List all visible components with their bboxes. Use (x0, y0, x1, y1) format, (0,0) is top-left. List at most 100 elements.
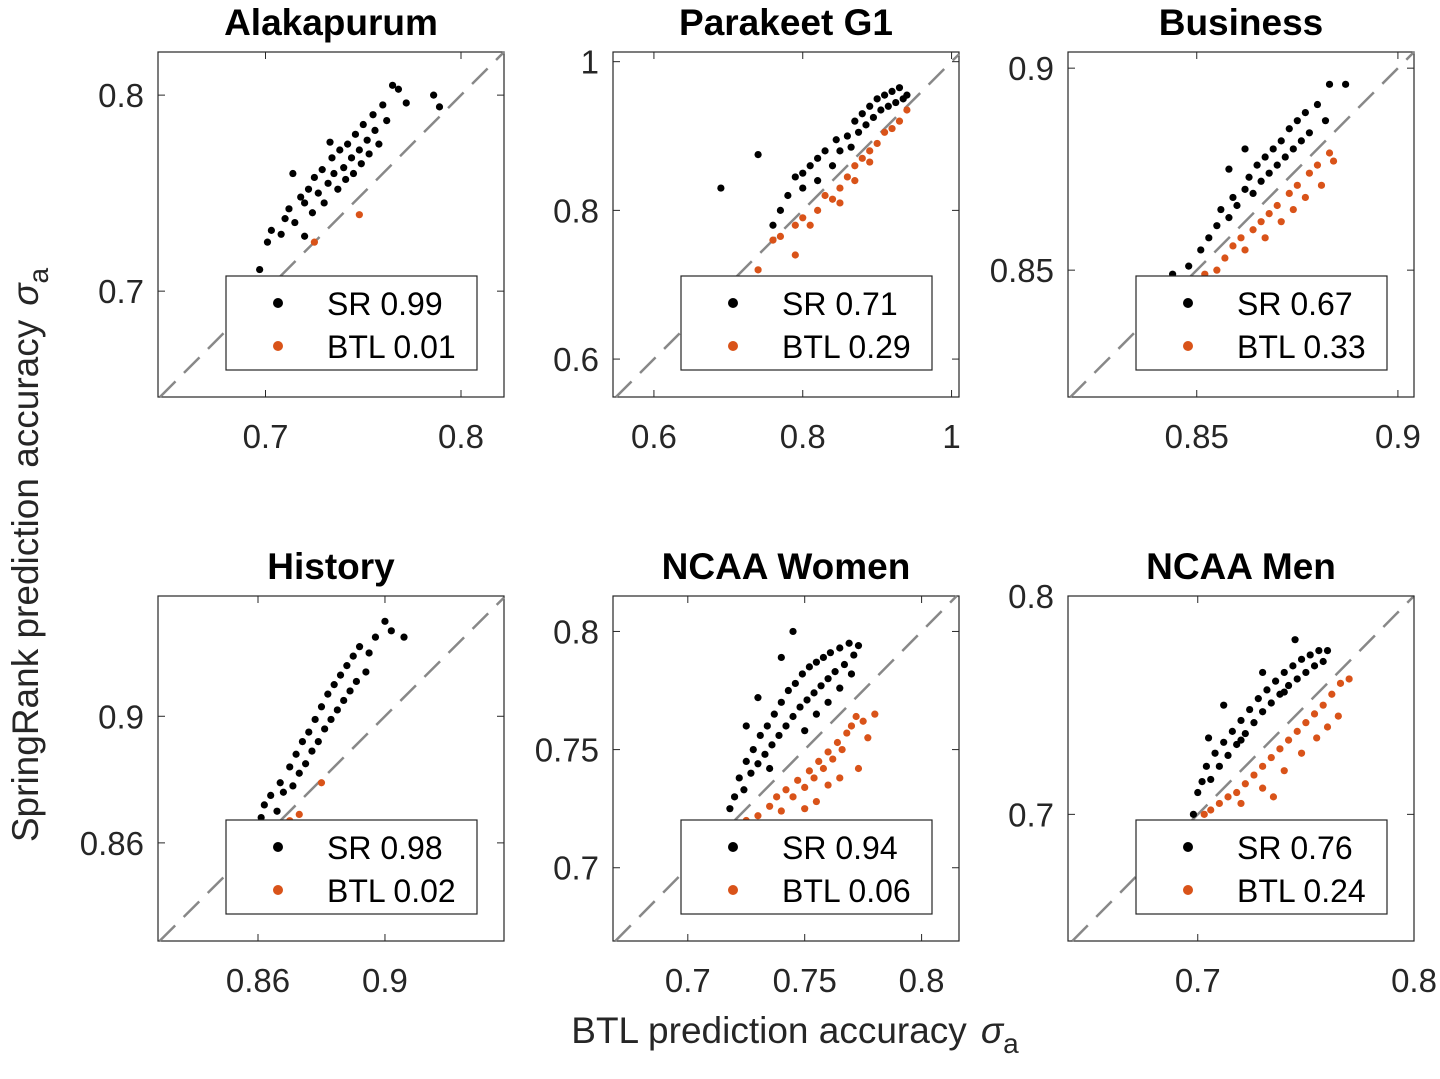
data-point (854, 764, 863, 773)
data-point (828, 162, 837, 170)
data-point (311, 715, 319, 724)
legend: SR 0.71 BTL 0.29 (680, 275, 933, 371)
data-point (782, 722, 790, 730)
data-point (730, 793, 739, 801)
x-tick-label: 0.86 (226, 962, 290, 999)
data-point (297, 193, 305, 201)
data-point (1345, 675, 1353, 683)
data-point (1289, 145, 1297, 153)
data-point (777, 807, 785, 815)
diagonal-line (1069, 51, 1415, 398)
data-point (1293, 117, 1301, 125)
data-point (826, 649, 835, 657)
data-point (806, 221, 814, 229)
data-point (1277, 218, 1285, 226)
data-point (1289, 205, 1297, 214)
data-point (832, 136, 840, 144)
diagonal-line (159, 51, 505, 398)
legend: SR 0.67 BTL 0.33 (1135, 275, 1388, 371)
data-point (1261, 234, 1269, 242)
x-tick-label: 1 (942, 418, 960, 455)
legend: SR 0.98 BTL 0.02 (225, 819, 478, 915)
data-point (327, 715, 335, 724)
data-point (805, 663, 813, 671)
data-point (333, 706, 341, 714)
data-point (1285, 189, 1293, 197)
x-tick-label: 0.8 (438, 418, 484, 455)
data-point (1233, 740, 1241, 749)
data-point (334, 185, 342, 193)
data-point (336, 146, 344, 154)
data-point (388, 81, 397, 89)
data-point (1211, 749, 1219, 757)
data-point (836, 147, 844, 155)
x-tick-label: 0.9 (1375, 418, 1421, 455)
data-point (873, 95, 881, 103)
data-point (1310, 710, 1319, 718)
data-point (888, 87, 896, 96)
data-point (1315, 646, 1323, 655)
data-point (770, 710, 778, 718)
subplot-1: Alakapurum 0.7 0.8 0.7 0.8 SR 0.99 BTL 0.01 (98, 2, 505, 455)
data-point (324, 690, 332, 698)
y-tick-label: 0.8 (553, 613, 599, 650)
data-point (871, 710, 879, 718)
data-point (1194, 788, 1202, 797)
data-point (355, 211, 363, 219)
series-sr (1169, 80, 1350, 278)
data-point (1297, 655, 1306, 663)
data-point (754, 812, 762, 820)
subplot-title: History (267, 546, 395, 587)
data-point (1249, 189, 1257, 197)
data-point (1220, 738, 1228, 746)
data-point (847, 670, 856, 678)
data-point (805, 767, 813, 775)
data-point (866, 158, 874, 166)
data-point (1284, 736, 1293, 744)
data-point (324, 179, 332, 187)
data-point (776, 206, 785, 214)
data-point (308, 209, 317, 217)
legend-label: BTL 0.06 (782, 873, 911, 909)
data-point (796, 703, 804, 711)
data-point (824, 748, 832, 756)
data-point (1261, 153, 1269, 161)
data-point (330, 169, 338, 178)
data-point (326, 138, 334, 146)
legend-marker (273, 298, 283, 308)
data-point (1284, 681, 1293, 690)
legend-marker (273, 341, 283, 351)
series-btl (742, 710, 879, 825)
legend: SR 0.99 BTL 0.01 (225, 275, 478, 371)
y-tick-label: 0.86 (80, 825, 144, 862)
series-btl (1201, 149, 1338, 278)
data-point (1291, 636, 1299, 644)
data-point (851, 177, 859, 185)
data-point (289, 169, 297, 178)
x-axis-label-text: BTL prediction accuracy (571, 1010, 967, 1051)
y-tick-label: 1 (581, 44, 599, 81)
data-point (1313, 734, 1321, 742)
x-tick-label: 0.8 (780, 418, 826, 455)
legend-label: SR 0.76 (1237, 830, 1353, 866)
data-point (859, 717, 867, 725)
data-point (369, 111, 377, 119)
data-point (1273, 201, 1281, 210)
data-point (1323, 646, 1332, 655)
data-point (1342, 80, 1350, 88)
data-point (1197, 246, 1205, 254)
series-btl (310, 211, 363, 246)
data-point (292, 750, 300, 758)
data-point (769, 236, 777, 244)
data-point (754, 694, 762, 702)
x-tick-label: 0.7 (665, 962, 711, 999)
data-point (1241, 185, 1249, 193)
data-point (375, 140, 383, 148)
data-point (794, 776, 802, 784)
data-point (1259, 668, 1267, 677)
data-point (1237, 234, 1245, 242)
data-point (301, 232, 309, 240)
data-point (277, 230, 285, 238)
y-tick-label: 0.75 (535, 732, 599, 769)
data-point (862, 121, 870, 129)
